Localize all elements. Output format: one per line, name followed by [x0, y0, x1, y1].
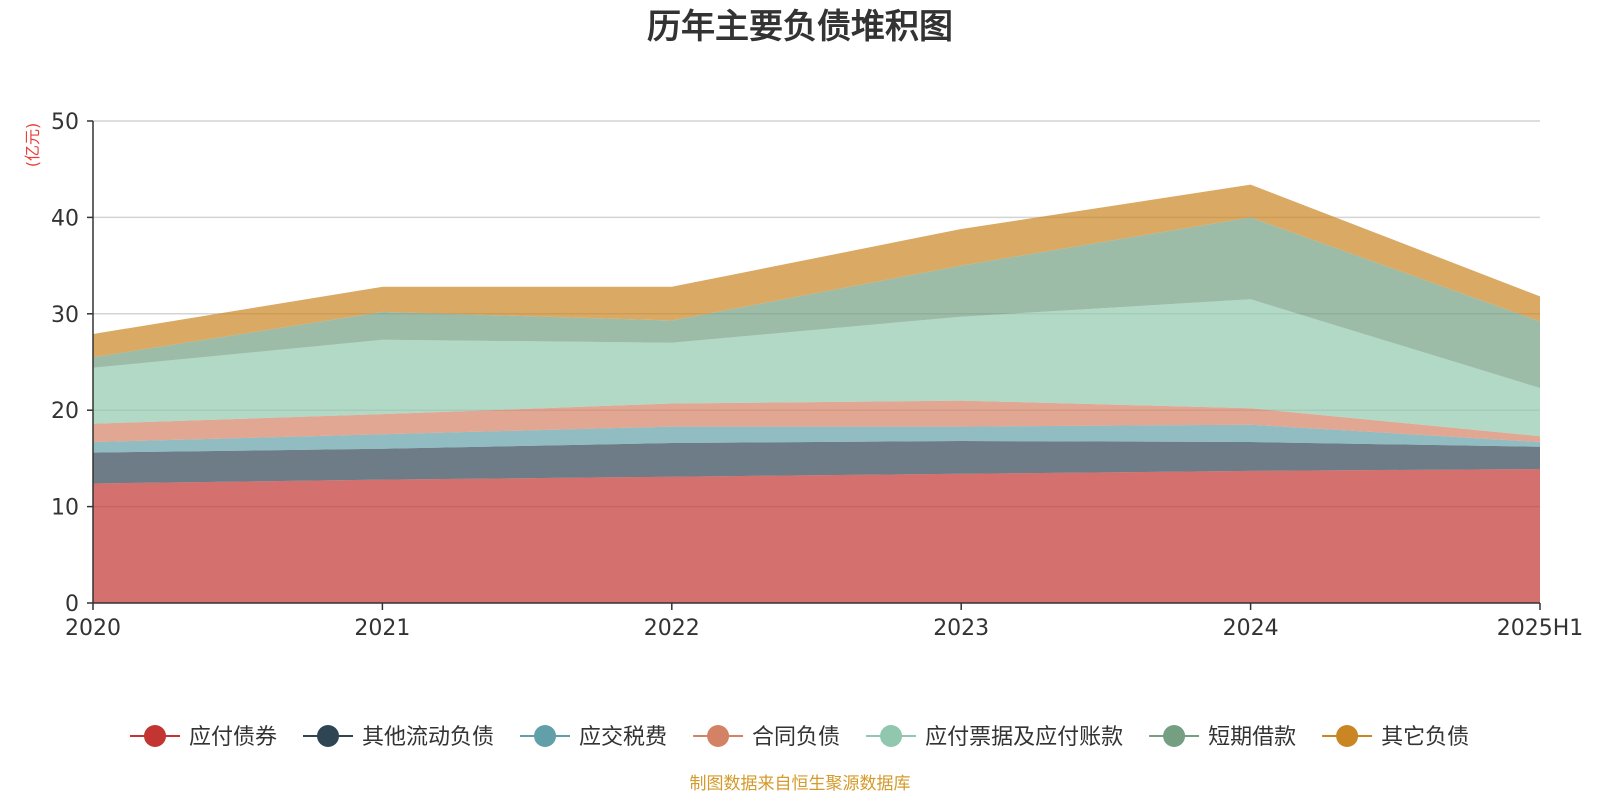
area-layer: [93, 184, 1540, 603]
legend-item-0[interactable]: 应付债券: [130, 725, 277, 750]
legend-item-5[interactable]: 短期借款: [1149, 725, 1296, 750]
chart-title: 历年主要负债堆积图: [647, 7, 953, 47]
area-series-1: [93, 441, 1540, 484]
legend-marker-3: [707, 725, 730, 747]
legend-label-6: 其它负债: [1381, 725, 1469, 750]
legend-item-1[interactable]: 其他流动负债: [303, 725, 494, 750]
legend-item-2[interactable]: 应交税费: [520, 725, 667, 750]
data-source-note: 制图数据来自恒生聚源数据库: [690, 774, 911, 794]
y-tick-label-1: 10: [51, 496, 79, 521]
x-tick-label-0: 2020: [65, 616, 121, 641]
y-tick-label-0: 0: [65, 592, 79, 617]
legend-marker-5: [1163, 725, 1186, 747]
legend-item-4[interactable]: 应付票据及应付账款: [866, 725, 1123, 750]
y-axis-unit: (亿元): [23, 123, 42, 168]
y-tick-label-2: 20: [51, 399, 79, 424]
x-tick-label-1: 2021: [354, 616, 410, 641]
area-series-5: [93, 217, 1540, 388]
y-tick-label-5: 50: [51, 110, 79, 135]
y-tick-label-4: 40: [51, 206, 79, 231]
axis-layer: 0 10 20 30 40 50 2020 2021 2022 2023 2024 2025H1: [51, 110, 1583, 641]
legend-label-2: 应交税费: [579, 725, 667, 750]
area-series-2: [93, 424, 1540, 453]
legend-item-6[interactable]: 其它负债: [1322, 725, 1469, 750]
legend-marker-4: [880, 725, 903, 747]
legend-label-1: 其他流动负债: [362, 725, 494, 750]
area-series-0: [93, 469, 1540, 603]
legend-label-5: 短期借款: [1208, 725, 1296, 750]
legend: 应付债券 其他流动负债 应交税费 合同负债 应付票据及应付账款 短期借款 其它负债: [130, 725, 1469, 750]
area-series-6: [93, 184, 1540, 358]
legend-label-4: 应付票据及应付账款: [925, 725, 1123, 750]
legend-marker-1: [317, 725, 340, 747]
x-tick-label-3: 2023: [933, 616, 989, 641]
legend-marker-6: [1336, 725, 1359, 747]
x-tick-label-2: 2022: [644, 616, 700, 641]
area-series-3: [93, 400, 1540, 442]
x-tick-label-5: 2025H1: [1497, 616, 1584, 641]
area-series-4: [93, 299, 1540, 437]
legend-item-3[interactable]: 合同负债: [693, 725, 840, 750]
y-tick-label-3: 30: [51, 303, 79, 328]
legend-label-3: 合同负债: [752, 725, 840, 750]
legend-marker-0: [144, 725, 166, 747]
x-tick-label-4: 2024: [1223, 616, 1279, 641]
legend-label-0: 应付债券: [189, 725, 277, 750]
legend-marker-2: [534, 725, 557, 747]
